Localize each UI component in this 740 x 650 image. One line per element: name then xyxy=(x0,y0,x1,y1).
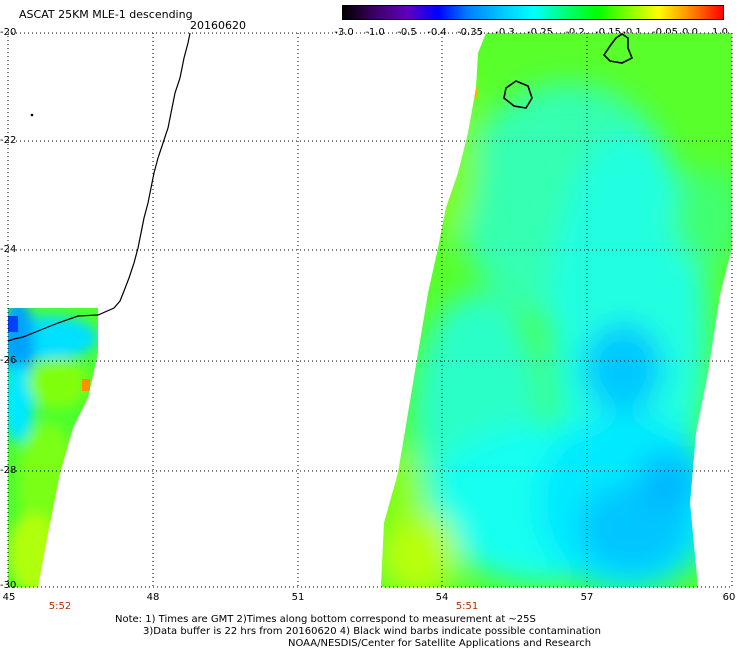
lon-label: 51 xyxy=(291,592,305,603)
colorbar-label: -1.0 xyxy=(365,27,385,38)
lat-label: -30 xyxy=(0,580,17,591)
map-panel xyxy=(7,32,733,588)
lon-label: 57 xyxy=(580,592,594,603)
note-line-1: Note: 1) Times are GMT 2)Times along bot… xyxy=(115,614,536,625)
map-title: ASCAT 25KM MLE-1 descending xyxy=(19,8,193,21)
coastline-mauritius xyxy=(602,33,634,64)
colorbar-label: -0.35 xyxy=(457,27,483,38)
colorbar xyxy=(342,5,724,20)
note-line-2: 3)Data buffer is 22 hrs from 20160620 4)… xyxy=(143,626,601,637)
lat-label: -22 xyxy=(0,135,17,146)
lon-label: 60 xyxy=(722,592,736,603)
lon-label: 45 xyxy=(2,592,16,603)
right-swath xyxy=(381,33,732,587)
note-line-3: NOAA/NESDIS/Center for Satellite Applica… xyxy=(288,638,592,649)
lat-label: -28 xyxy=(0,465,17,476)
lat-label: -26 xyxy=(0,355,17,366)
pass-time-left: 5:52 xyxy=(48,601,72,612)
coastline-reunion xyxy=(503,80,533,109)
map-date: 20160620 xyxy=(190,19,246,32)
small-island xyxy=(30,113,34,117)
lat-label: -20 xyxy=(0,27,17,38)
colorbar-label: -0.2 xyxy=(565,27,585,38)
pass-time-right: 5:51 xyxy=(455,601,479,612)
coastline-madagascar xyxy=(7,32,191,342)
map-frame xyxy=(7,32,733,588)
left-swath xyxy=(8,308,98,587)
colorbar-label: 0.0 xyxy=(682,27,698,38)
lon-label: 48 xyxy=(146,592,160,603)
lon-label: 54 xyxy=(435,592,449,603)
graticule xyxy=(8,33,732,587)
lat-label: -24 xyxy=(0,244,17,255)
colorbar-label: -0.5 xyxy=(397,27,417,38)
